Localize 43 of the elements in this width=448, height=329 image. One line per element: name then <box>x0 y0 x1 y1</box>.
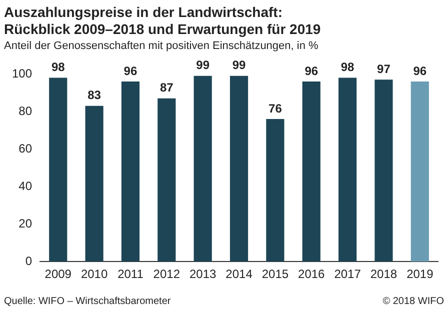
x-tick-label: 2016 <box>298 267 326 282</box>
data-label: 76 <box>268 101 282 116</box>
x-tick-label: 2018 <box>370 267 398 282</box>
bar <box>230 76 248 262</box>
data-label: 97 <box>377 62 391 76</box>
x-tick-label: 2010 <box>80 267 108 282</box>
bar <box>410 82 429 262</box>
bar <box>49 78 68 262</box>
text: © 2018 WIFO <box>382 296 444 307</box>
bar <box>338 78 357 262</box>
bar <box>121 82 140 262</box>
x-tick-label: 2013 <box>189 267 216 282</box>
x-tick-label: 2014 <box>226 267 253 282</box>
y-tick-label: 100 <box>12 66 32 80</box>
data-label: 99 <box>232 58 246 72</box>
source-note: Quelle: WIFO – Wirtschaftsbarometer <box>4 296 171 307</box>
y-tick-label: 0 <box>25 254 32 268</box>
x-tick-label: 2017 <box>334 267 362 282</box>
x-tick-label: 2011 <box>118 267 144 282</box>
bar <box>266 119 284 262</box>
bar <box>374 80 393 262</box>
y-tick-label: 80 <box>18 104 32 118</box>
bar <box>194 76 212 262</box>
bar <box>158 98 176 262</box>
y-tick-label: 60 <box>18 141 32 156</box>
data-label: 98 <box>51 60 66 74</box>
chart-subtitle: Anteil der Genossenschaften mit positiven Einschätzungen, in % <box>4 40 320 52</box>
chart-title: Auszahlungspreise in der Landwirtschaft: Rückblick 2009–2018 und Erwartungen für 2019 <box>4 4 322 38</box>
y-tick-label: 20 <box>18 216 32 230</box>
bar <box>302 82 320 262</box>
data-label: 98 <box>340 60 355 74</box>
data-label: 96 <box>413 64 427 78</box>
x-tick-label: 2019 <box>406 267 434 282</box>
data-label: 96 <box>304 64 318 78</box>
data-label: 83 <box>88 88 102 102</box>
y-tick-label: 40 <box>18 178 32 193</box>
x-tick-label: 2012 <box>153 267 180 282</box>
x-tick-label: 2015 <box>262 267 289 282</box>
data-label: 87 <box>160 80 174 95</box>
x-tick-label: 2009 <box>44 267 72 282</box>
bar <box>85 106 104 262</box>
data-label: 96 <box>124 64 138 78</box>
data-label: 99 <box>196 58 210 72</box>
